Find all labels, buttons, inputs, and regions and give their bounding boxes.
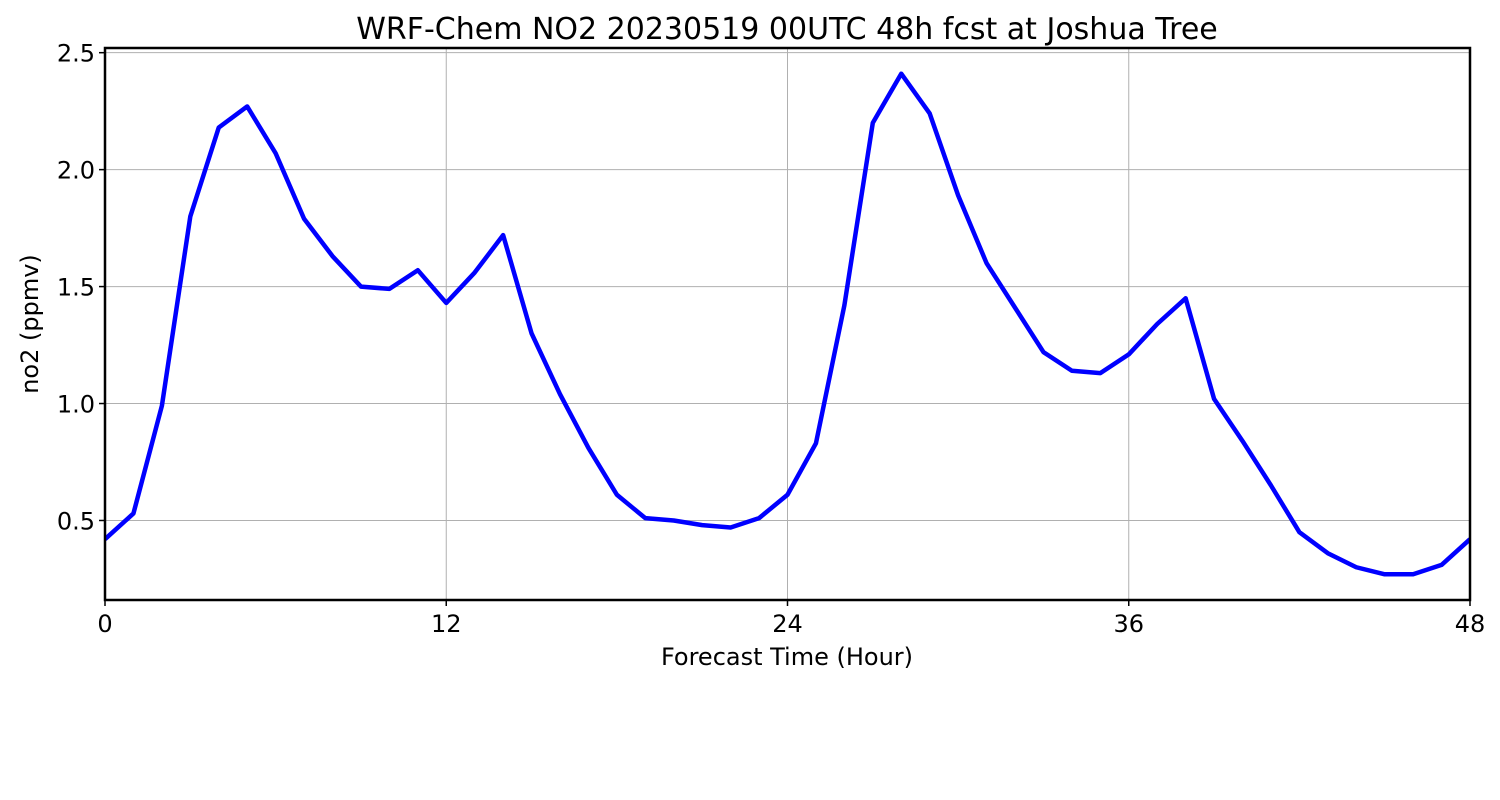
y-tick-label: 0.5 — [57, 507, 95, 535]
chart-title: WRF-Chem NO2 20230519 00UTC 48h fcst at … — [356, 12, 1218, 47]
x-tick-label: 36 — [1113, 610, 1144, 638]
y-tick-label: 2.5 — [57, 40, 95, 68]
y-tick-label: 2.0 — [57, 157, 95, 185]
y-tick-label: 1.0 — [57, 391, 95, 419]
x-tick-label: 12 — [431, 610, 462, 638]
x-tick-label: 0 — [97, 610, 112, 638]
x-tick-label: 24 — [772, 610, 803, 638]
series-line — [105, 71, 1470, 577]
axis-ticks: 0 12 24 36 48 0.5 1.0 1.5 2.0 2.5 — [57, 40, 1485, 638]
y-tick-label: 1.5 — [57, 274, 95, 302]
x-axis-title: Forecast Time (Hour) — [661, 643, 913, 671]
x-tick-label: 48 — [1455, 610, 1486, 638]
data-series — [105, 71, 1470, 577]
y-axis-title: no2 (ppmv) — [16, 254, 44, 394]
